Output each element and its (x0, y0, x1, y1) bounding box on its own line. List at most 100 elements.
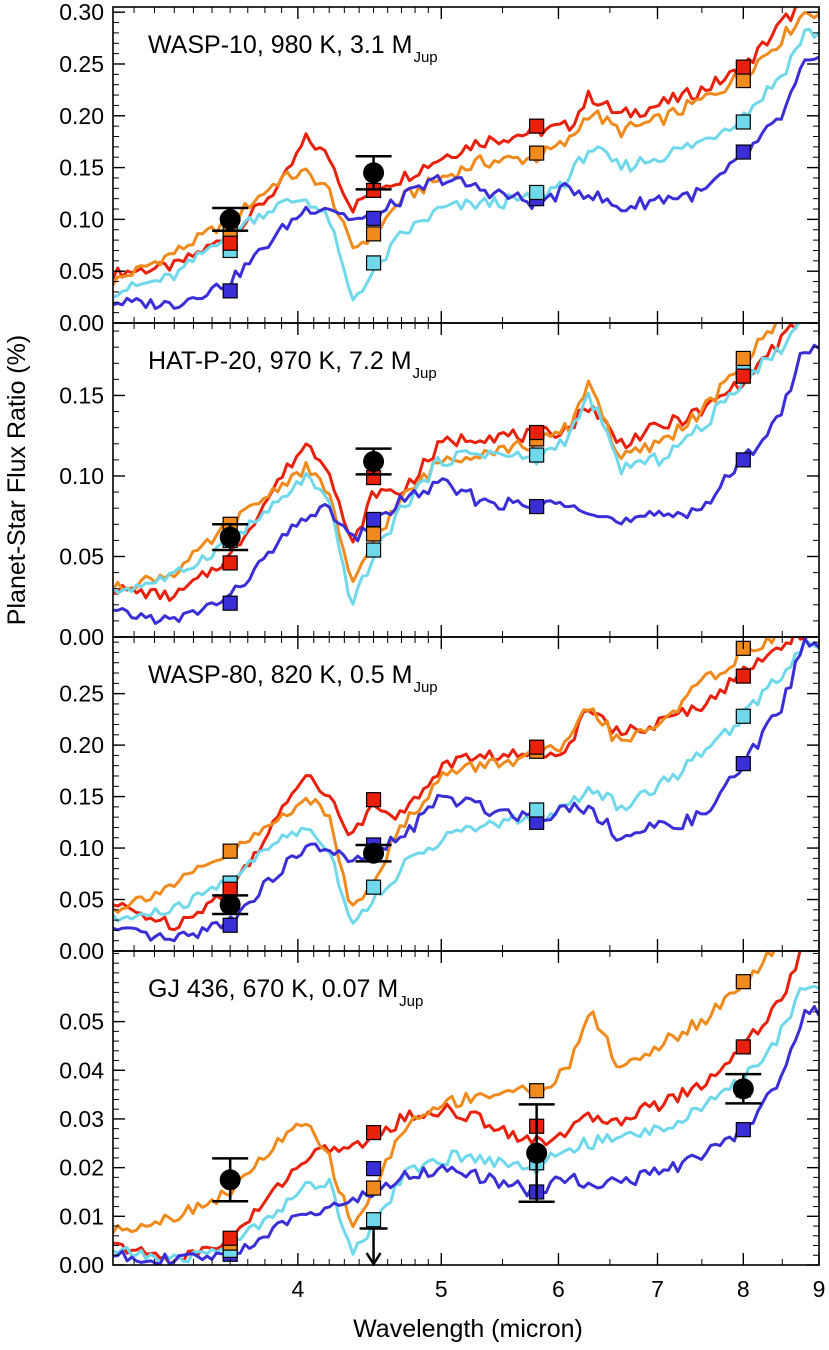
orange-model-line (113, 951, 776, 1234)
blue-model-line (113, 343, 819, 625)
observed-point (219, 526, 241, 548)
observed-point (219, 894, 241, 916)
observed-point (732, 1078, 754, 1100)
y-tick-label: 0.00 (59, 624, 104, 650)
red-band-square (222, 881, 238, 897)
y-tick-label: 0.00 (59, 938, 104, 964)
red-band-square (735, 668, 751, 684)
red-band-square (735, 59, 751, 75)
x-tick-label: 9 (813, 1276, 826, 1302)
panel-title-subscript: Jup (399, 993, 423, 1010)
orange-band-square (735, 72, 751, 89)
panel-title: GJ 436, 670 K, 0.07 M (148, 975, 398, 1003)
panel-3: 0.00 0.05 0.10 0.15 0.20 0.25 WASP-80, 820 K, … (59, 636, 820, 964)
red-band-square (529, 424, 545, 441)
red-band-square (735, 1039, 751, 1055)
x-tick-label: 5 (435, 1276, 448, 1302)
y-tick-label: 0.05 (59, 258, 104, 284)
observed-point (219, 1169, 241, 1191)
observed-point (363, 450, 385, 472)
blue-band-square (365, 210, 382, 226)
y-tick-label: 0.15 (59, 784, 104, 810)
red-band-square (529, 739, 545, 755)
cyan-band-square (365, 879, 382, 895)
orange-band-square (529, 1083, 545, 1099)
blue-band-square (735, 144, 751, 160)
y-tick-label: 0.30 (59, 0, 104, 25)
observed-point (219, 208, 241, 230)
cyan-model-line (113, 984, 819, 1265)
panel-title: WASP-10, 980 K, 3.1 M (148, 31, 412, 59)
y-tick-label: 0.15 (59, 382, 104, 408)
cyan-band-square (529, 184, 545, 201)
x-axis-label: Wavelength (micron) (353, 1315, 583, 1343)
y-tick-label: 0.20 (59, 103, 104, 129)
y-tick-label: 0.00 (59, 310, 104, 336)
cyan-band-square (529, 802, 545, 818)
y-tick-label: 0.05 (59, 543, 104, 569)
y-tick-label: 0.10 (59, 835, 104, 861)
panel-frame (112, 950, 820, 1266)
y-tick-label: 0.20 (59, 732, 104, 758)
panels: 0.00 0.05 0.10 0.15 0.20 0.25 0.30 WASP-10, 980… (59, 0, 825, 1302)
red-band-square (365, 792, 382, 808)
red-band-square (735, 368, 751, 384)
x-tick-label: 6 (552, 1276, 565, 1302)
panel-4: 0.00 0.01 0.02 0.03 0.04 0.05 GJ 436, 670 K, 0… (59, 950, 820, 1278)
x-tick-label: 8 (737, 1276, 750, 1302)
plot-area (113, 637, 819, 943)
blue-band-square (365, 1161, 382, 1177)
red-band-square (222, 235, 238, 251)
cyan-band-square (735, 708, 751, 724)
panel-2: 0.00 0.05 0.10 0.15 HAT-P-20, 970 K, 7.2 M Ju… (59, 322, 820, 650)
red-model-line (113, 323, 800, 602)
blue-model-line (113, 637, 819, 943)
blue-band-square (222, 917, 238, 933)
y-tick-label: 0.03 (59, 1106, 104, 1132)
observed-point (363, 842, 385, 864)
blue-band-square (735, 1122, 751, 1138)
y-tick-label: 0.04 (59, 1057, 104, 1083)
y-tick-label: 0.02 (59, 1155, 104, 1181)
orange-band-square (222, 843, 238, 859)
orange-band-square (365, 226, 382, 242)
blue-band-square (222, 595, 238, 611)
x-tick-label: 7 (651, 1276, 664, 1302)
y-tick-label: 0.25 (59, 51, 104, 77)
x-tick-label: 4 (291, 1276, 304, 1302)
cyan-band-square (365, 1212, 382, 1228)
panel-title: WASP-80, 820 K, 0.5 M (148, 661, 412, 689)
orange-band-square (735, 974, 751, 990)
y-tick-label: 0.25 (59, 681, 104, 707)
orange-band-square (365, 1180, 382, 1196)
orange-band-square (735, 350, 751, 367)
panel-title-subscript: Jup (413, 49, 437, 66)
plot-area (113, 323, 819, 625)
panel-title: HAT-P-20, 970 K, 7.2 M (148, 347, 412, 375)
blue-band-square (735, 756, 751, 772)
blue-model-line (113, 1004, 819, 1265)
plot-area (113, 951, 819, 1265)
red-band-square (365, 1124, 382, 1141)
red-band-square (222, 555, 238, 571)
cyan-band-square (529, 447, 545, 463)
y-tick-label: 0.00 (59, 1252, 104, 1278)
observed-point (363, 162, 385, 184)
observed-point (526, 1142, 548, 1164)
y-tick-label: 0.10 (59, 206, 104, 232)
panel-title-subscript: Jup (413, 679, 437, 696)
cyan-model-line (113, 27, 819, 302)
red-band-square (529, 118, 545, 134)
cyan-band-square (735, 114, 751, 130)
red-band-square (222, 1230, 238, 1246)
blue-band-square (735, 452, 751, 468)
orange-band-square (365, 526, 382, 542)
cyan-band-square (365, 542, 382, 558)
y-tick-label: 0.05 (59, 887, 104, 913)
panel-1: 0.00 0.05 0.10 0.15 0.20 0.25 0.30 WASP-10, 980… (59, 0, 820, 336)
cyan-band-square (365, 255, 382, 271)
y-axis-label: Planet-Star Flux Ratio (%) (3, 335, 31, 625)
panel-title-subscript: Jup (413, 365, 437, 382)
blue-band-square (529, 498, 545, 515)
